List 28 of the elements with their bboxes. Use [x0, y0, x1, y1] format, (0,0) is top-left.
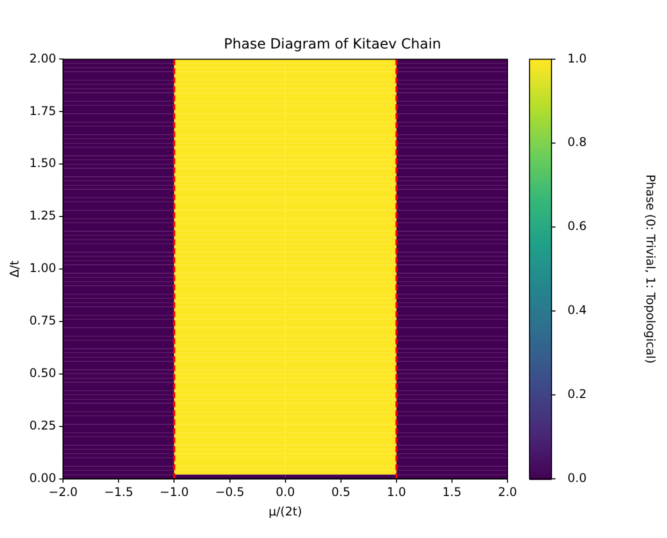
x-tick-label: 1.5: [442, 485, 462, 500]
color-bar-label: 0.0: [568, 470, 587, 485]
y-tick-label: 0.50: [29, 366, 56, 380]
color-bar-label: 1.0: [568, 51, 587, 66]
y-tick-label: 0.25: [29, 418, 56, 432]
y-tick-label: 0.75: [29, 314, 56, 328]
x-tick-label: 1.0: [386, 485, 406, 500]
y-tick-label: 1.00: [29, 261, 56, 276]
color-bar-label: 0.8: [568, 135, 587, 150]
x-tick-label: −2.0: [48, 485, 78, 500]
color-bar-label: 0.2: [568, 387, 587, 402]
x-tick-label: −0.5: [215, 485, 244, 500]
x-tick-label: 2.0: [498, 485, 518, 500]
x-tick-label: 0.5: [331, 485, 350, 500]
y-tick-label: 2.00: [29, 51, 56, 66]
x-tick-label: −1.0: [160, 485, 189, 500]
x-axis-title: μ/(2t): [268, 504, 302, 519]
y-axis-title: Δ/t: [7, 260, 22, 278]
chart-title: Phase Diagram of Kitaev Chain: [224, 36, 442, 52]
x-tick-label: 0.0: [276, 485, 295, 500]
y-tick-label: 1.50: [29, 156, 56, 170]
x-tick-label: −1.5: [104, 485, 134, 500]
y-tick-label: 1.75: [29, 104, 56, 118]
y-tick-label: 1.25: [29, 208, 56, 223]
color-bar-label: 0.6: [568, 219, 587, 234]
y-tick-label: 0.00: [29, 470, 56, 485]
color-bar-label: 0.4: [568, 303, 587, 318]
color-bar-title: Phase (0: Trivial, 1: Topological): [644, 174, 658, 364]
